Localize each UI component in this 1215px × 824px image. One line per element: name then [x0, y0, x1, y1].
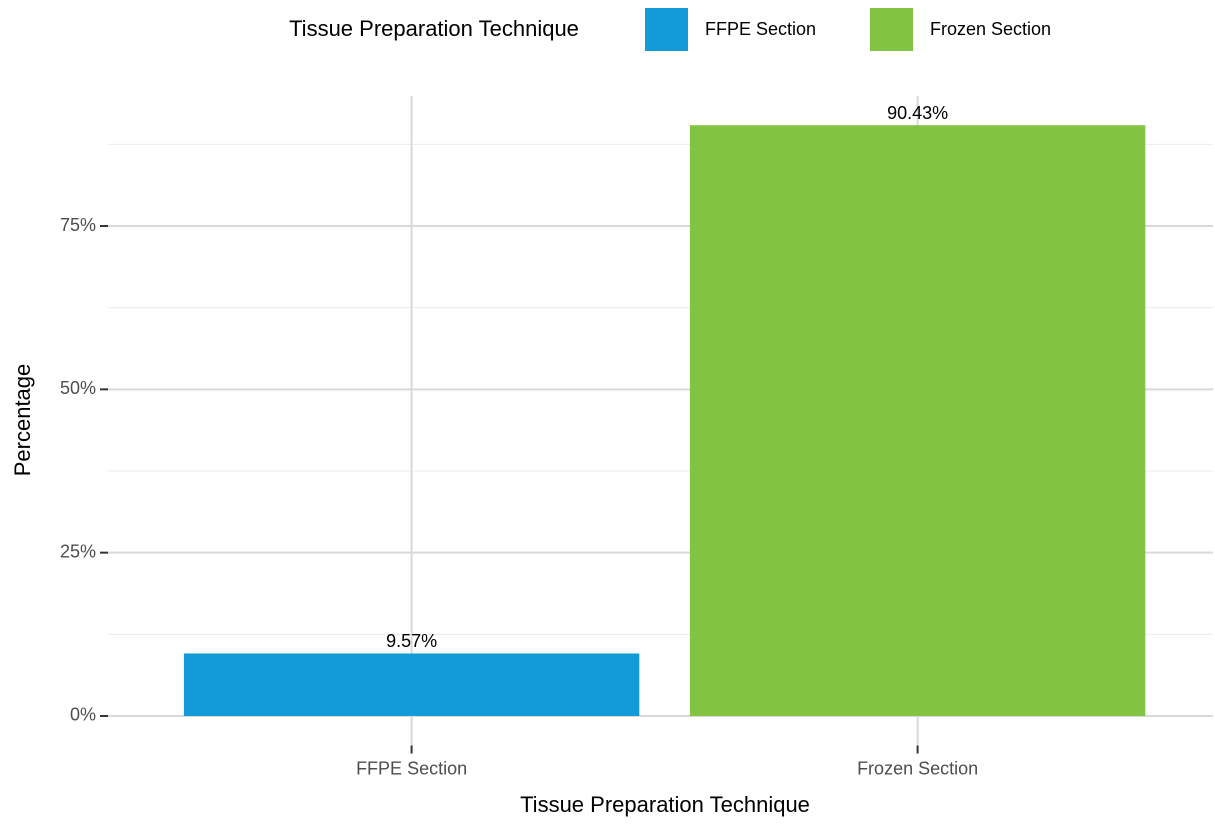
y-tick-label: 25%: [60, 541, 96, 561]
x-axis-title: Tissue Preparation Technique: [520, 792, 810, 817]
legend-key: [645, 8, 688, 51]
bar: [183, 653, 640, 716]
y-tick-label: 0%: [70, 705, 96, 725]
y-tick-label: 75%: [60, 215, 96, 235]
legend-key: [870, 8, 913, 51]
legend-title: Tissue Preparation Technique: [289, 16, 579, 41]
x-tick-label: Frozen Section: [857, 758, 978, 778]
legend-label: FFPE Section: [705, 19, 816, 39]
legend-label: Frozen Section: [930, 19, 1051, 39]
data-label: 9.57%: [386, 631, 437, 651]
data-label: 90.43%: [887, 103, 948, 123]
x-tick-label: FFPE Section: [356, 758, 467, 778]
y-tick-label: 50%: [60, 378, 96, 398]
bar: [689, 125, 1146, 716]
y-axis-title: Percentage: [10, 364, 35, 477]
